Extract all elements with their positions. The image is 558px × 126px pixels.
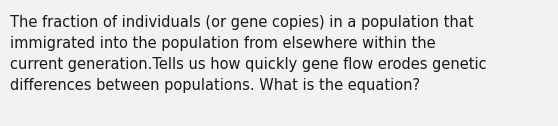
Text: The fraction of individuals (or gene copies) in a population that
immigrated int: The fraction of individuals (or gene cop… <box>10 15 487 93</box>
